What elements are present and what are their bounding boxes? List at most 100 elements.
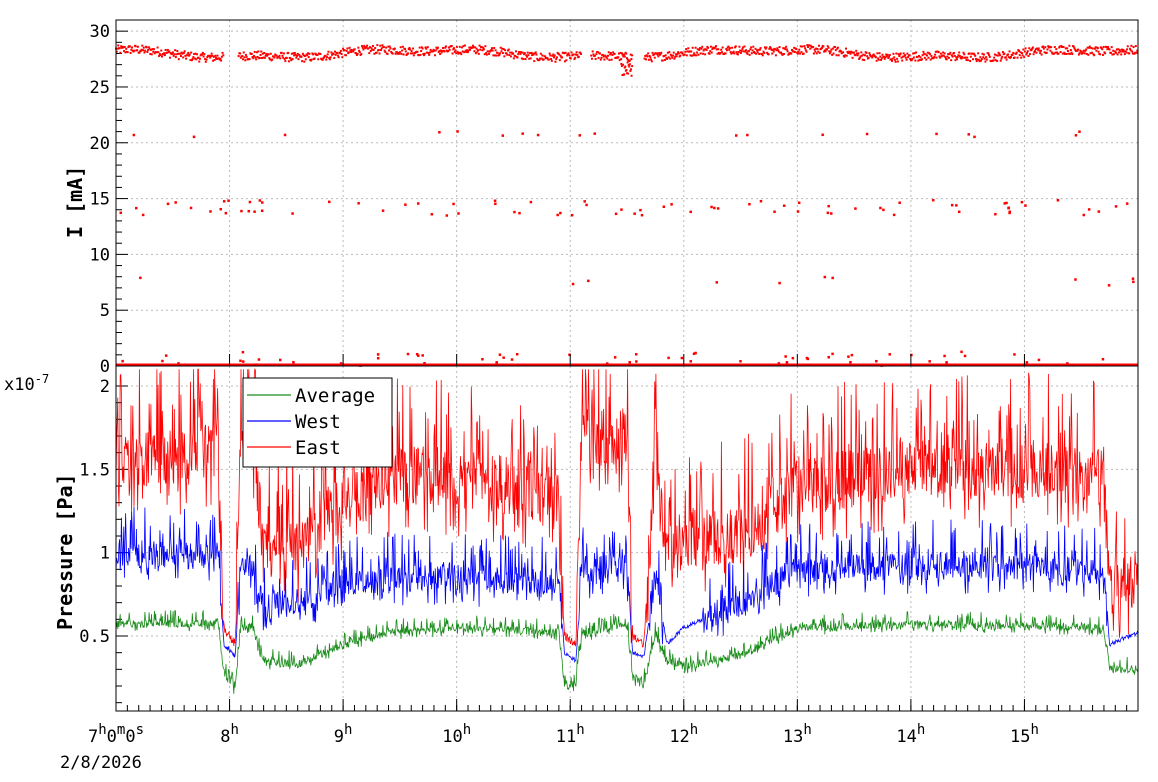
current-point	[716, 52, 719, 55]
current-point	[979, 56, 982, 59]
current-point	[260, 50, 263, 53]
current-point	[732, 50, 735, 53]
current-point	[146, 50, 149, 53]
current-point	[1022, 48, 1025, 51]
current-point	[162, 53, 165, 56]
current-point	[1082, 49, 1085, 52]
current-point	[834, 49, 837, 52]
current-point	[1084, 49, 1087, 52]
current-point	[400, 52, 403, 55]
current-point	[1066, 362, 1069, 365]
current-point	[914, 59, 917, 62]
current-point	[1053, 52, 1056, 55]
current-point	[744, 49, 747, 52]
current-point	[503, 55, 506, 58]
current-point	[420, 50, 423, 53]
current-point	[201, 51, 204, 54]
current-point	[495, 361, 498, 364]
current-point	[958, 54, 961, 57]
current-point	[1105, 46, 1108, 49]
current-point	[182, 51, 185, 54]
current-point	[159, 54, 162, 57]
current-point	[1026, 51, 1029, 54]
current-point	[645, 54, 648, 57]
current-point	[1068, 44, 1071, 47]
current-point	[685, 48, 688, 51]
current-point	[306, 54, 309, 57]
current-point	[443, 50, 446, 53]
current-point	[880, 58, 883, 61]
current-point	[663, 54, 666, 57]
current-point	[364, 47, 367, 50]
current-point	[532, 53, 535, 56]
current-point	[1096, 47, 1099, 50]
current-point	[375, 51, 378, 54]
current-point	[202, 55, 205, 58]
current-point	[815, 52, 818, 55]
current-point	[548, 52, 551, 55]
current-point	[551, 54, 554, 57]
current-point	[549, 54, 552, 57]
current-point	[366, 44, 369, 47]
current-point	[1125, 51, 1128, 54]
current-point	[1021, 54, 1024, 57]
current-point	[674, 55, 677, 58]
current-point	[650, 58, 653, 61]
time-tick-label: 14h	[896, 722, 925, 747]
current-point	[646, 55, 649, 58]
current-point	[597, 56, 600, 59]
current-point	[409, 52, 412, 55]
current-point	[248, 200, 252, 204]
current-point	[534, 51, 537, 54]
current-point	[885, 53, 888, 56]
current-point	[719, 52, 722, 55]
current-point	[208, 54, 211, 57]
current-point	[999, 54, 1002, 57]
current-point	[169, 52, 172, 55]
current-point	[158, 54, 161, 57]
current-point	[1032, 53, 1035, 56]
current-point	[960, 350, 963, 354]
current-point	[458, 45, 461, 48]
current-point	[177, 362, 180, 365]
current-point	[710, 205, 713, 209]
current-point	[966, 56, 969, 59]
current-point	[945, 361, 948, 364]
current-point	[542, 58, 545, 61]
current-point	[363, 44, 366, 47]
current-point	[1091, 51, 1094, 54]
current-ytick-label: 20	[90, 134, 110, 154]
current-point	[988, 54, 991, 57]
current-point	[253, 210, 256, 213]
current-point	[1117, 48, 1120, 51]
current-point	[926, 54, 929, 57]
current-point	[352, 50, 355, 53]
current-point	[177, 52, 180, 55]
current-point	[1070, 51, 1073, 54]
current-point	[890, 58, 893, 61]
current-point	[523, 53, 526, 56]
pressure-ytick-label: 2	[100, 377, 110, 397]
current-point	[790, 52, 793, 55]
current-point	[622, 63, 625, 66]
current-point	[408, 46, 411, 49]
current-point	[1040, 53, 1043, 56]
current-point	[907, 56, 910, 59]
current-point	[481, 358, 484, 361]
current-point	[828, 52, 831, 55]
current-point	[924, 53, 927, 56]
current-point	[477, 52, 480, 55]
current-point	[628, 360, 631, 364]
current-point	[773, 210, 776, 214]
current-point	[300, 55, 303, 58]
current-point	[361, 45, 364, 48]
current-point	[571, 282, 575, 286]
current-point	[457, 212, 460, 215]
current-point	[687, 47, 690, 50]
current-point	[1111, 53, 1114, 56]
current-point	[439, 49, 442, 52]
current-point	[384, 51, 387, 54]
current-point	[515, 352, 519, 356]
current-point	[843, 55, 846, 58]
current-point	[520, 51, 523, 54]
